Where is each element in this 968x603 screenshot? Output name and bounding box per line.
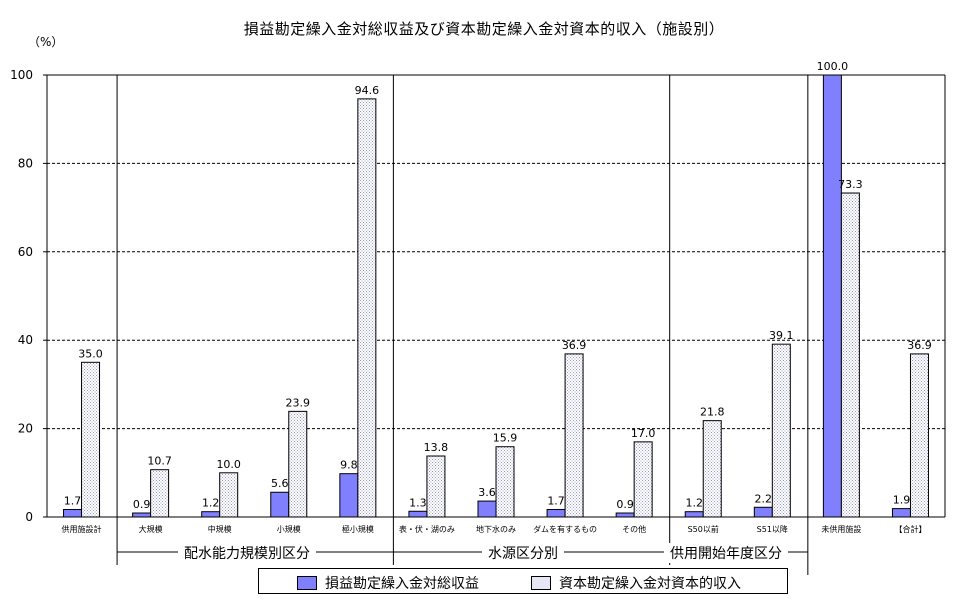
data-label-series-1: 1.9 (893, 494, 911, 507)
bar-series-1 (546, 508, 566, 518)
bar-series-2 (564, 353, 584, 518)
data-label-series-2: 13.8 (424, 441, 449, 454)
legend-item-series-1: 損益勘定繰入金対総収益 (297, 573, 479, 593)
bar-series-1 (477, 500, 497, 518)
data-label-series-1: 1.7 (547, 494, 565, 507)
bar-series-2 (633, 441, 653, 518)
category-label: S51以降 (757, 524, 788, 534)
bar-series-2 (150, 469, 170, 518)
bar-series-1 (891, 508, 911, 518)
category-label: 小規模 (277, 524, 301, 534)
data-label-series-2: 17.0 (631, 427, 656, 440)
legend-swatch-series-2 (531, 576, 551, 590)
category-label: 地下水のみ (476, 524, 516, 534)
data-label-series-2: 36.9 (907, 339, 932, 352)
y-tick-label: 60 (18, 245, 33, 259)
data-label-series-2: 10.0 (216, 458, 241, 471)
bar-series-2 (909, 353, 929, 518)
chart-title: 損益勘定繰入金対総収益及び資本勘定繰入金対資本的収入（施設別） (243, 20, 725, 38)
data-label-series-2: 36.9 (562, 339, 587, 352)
group-label-start-year: 供用開始年度区分 (664, 543, 788, 563)
bar-series-2 (288, 410, 308, 518)
data-label-series-1: 1.3 (409, 496, 427, 509)
group-label-capacity: 配水能力規模別区分 (178, 543, 316, 563)
data-label-series-2: 35.0 (78, 347, 103, 360)
bar-series-1 (63, 508, 83, 518)
bar-series-1 (615, 512, 635, 518)
data-label-series-2: 15.9 (493, 432, 518, 445)
bar-series-2 (702, 420, 722, 518)
data-label-series-2: 10.7 (147, 455, 172, 468)
data-label-series-2: 23.9 (286, 396, 311, 409)
data-label-series-2: 73.3 (838, 178, 863, 191)
bar-series-1 (684, 511, 704, 518)
bar-series-2 (771, 343, 791, 518)
data-label-series-1: 1.2 (685, 497, 703, 510)
category-label: S50以前 (688, 524, 719, 534)
data-label-series-1: 1.7 (64, 494, 82, 507)
data-label-series-1: 100.0 (817, 60, 849, 73)
bar-series-2 (840, 192, 860, 518)
y-tick-label: 0 (25, 510, 33, 524)
y-tick-label: 40 (18, 333, 33, 347)
category-label: ダムを有するもの (533, 524, 597, 534)
data-label-series-1: 0.9 (616, 498, 634, 511)
category-label: 供用施設計 (62, 524, 102, 534)
legend-label-series-1: 損益勘定繰入金対総収益 (325, 576, 479, 592)
category-label: 【合計】 (894, 524, 926, 534)
data-label-series-1: 2.2 (755, 492, 773, 505)
y-axis-unit-label: （%） (28, 35, 64, 49)
y-tick-label: 80 (18, 156, 33, 170)
bar-series-1 (408, 510, 428, 518)
y-tick-label: 100 (10, 68, 33, 82)
bar-series-2 (495, 446, 515, 518)
data-label-series-2: 94.6 (355, 84, 380, 97)
legend-swatch-series-1 (297, 576, 317, 590)
data-label-series-1: 5.6 (271, 477, 289, 490)
bar-series-2 (426, 455, 446, 518)
legend: 損益勘定繰入金対総収益 資本勘定繰入金対資本的収入 (258, 568, 788, 594)
bar-series-2 (357, 98, 377, 518)
y-tick-label: 20 (18, 422, 33, 436)
category-label: その他 (622, 524, 646, 534)
category-label: 中規模 (208, 524, 232, 534)
data-label-series-1: 3.6 (478, 486, 496, 499)
legend-label-series-2: 資本勘定繰入金対資本的収入 (559, 576, 741, 592)
bar-series-2 (81, 361, 101, 518)
bar-series-1 (339, 473, 359, 518)
bar-series-1 (822, 74, 842, 518)
data-label-series-2: 39.1 (769, 329, 794, 342)
category-label: 極小規模 (342, 524, 374, 534)
category-label: 表・伏・湖のみ (399, 524, 455, 534)
bar-series-1 (201, 511, 221, 518)
data-label-series-1: 0.9 (133, 498, 151, 511)
bar-series-1 (270, 491, 290, 518)
bar-series-2 (219, 472, 239, 518)
data-label-series-1: 9.8 (340, 459, 358, 472)
data-label-series-2: 21.8 (700, 406, 725, 419)
category-label: 未供用施設 (821, 524, 861, 534)
category-label: 大規模 (139, 524, 163, 534)
legend-item-series-2: 資本勘定繰入金対資本的収入 (531, 573, 741, 593)
group-label-water-source: 水源区分別 (482, 543, 564, 563)
bar-series-1 (132, 512, 152, 518)
bar-series-1 (753, 506, 773, 518)
data-label-series-1: 1.2 (202, 497, 220, 510)
